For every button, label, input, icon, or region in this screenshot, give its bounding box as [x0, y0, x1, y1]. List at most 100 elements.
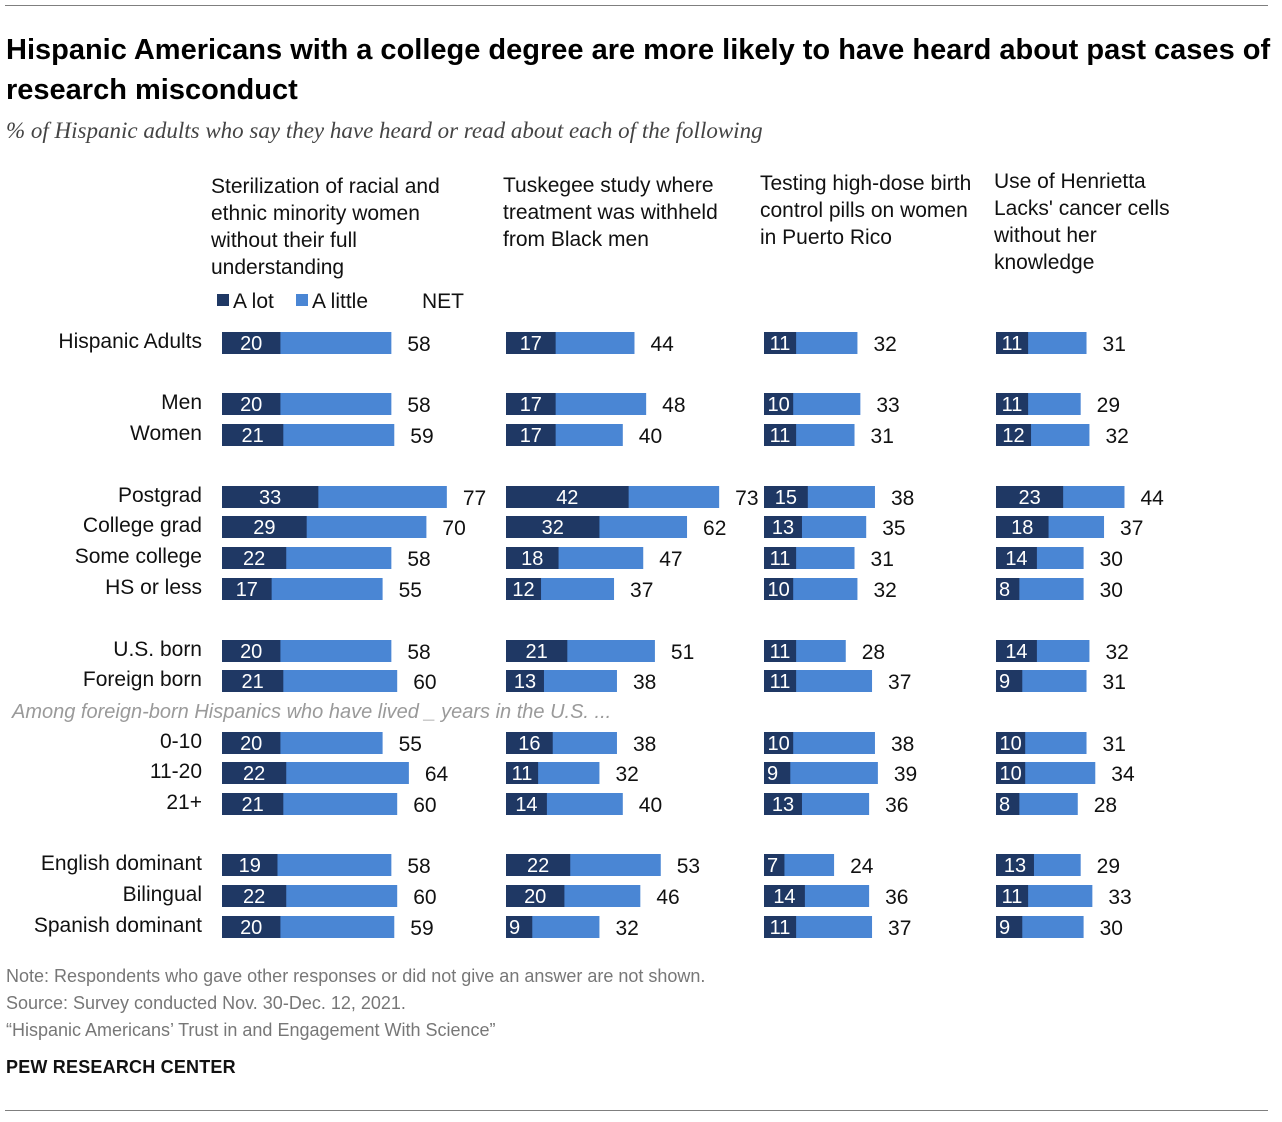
label-net: 44	[650, 333, 674, 356]
panel-2: 11 32 10 33 11 31 15 38 13 35 11 31 10 32 11 28 11 37 10 38…	[764, 332, 917, 940]
chart-subtitle: % of Hispanic adults who say they have h…	[6, 118, 763, 143]
subgroup-note: Among foreign-born Hispanics who have li…	[12, 701, 612, 723]
label-net: 60	[413, 671, 436, 694]
label-a-lot: 9	[509, 917, 520, 939]
bar-a-lot	[222, 732, 281, 754]
label-net: 48	[662, 394, 685, 417]
label-a-lot: 11	[770, 548, 791, 570]
label-a-lot: 11	[770, 917, 791, 939]
label-a-lot: 23	[1018, 487, 1040, 509]
label-a-lot: 21	[526, 641, 548, 663]
label-net: 64	[425, 763, 449, 786]
bar-a-lot	[764, 547, 797, 569]
label-a-lot: 11	[1002, 394, 1023, 416]
label-a-lot: 9	[999, 917, 1010, 939]
bar-a-lot	[764, 732, 794, 754]
label-a-lot: 22	[243, 763, 265, 785]
legend-swatch-a-little	[296, 294, 308, 307]
label-net: 44	[1140, 487, 1164, 510]
bar-a-lot	[764, 670, 797, 692]
bar-a-lot	[764, 393, 794, 415]
bar-a-lot	[764, 332, 797, 354]
bar-a-lot	[222, 393, 281, 415]
label-a-lot: 13	[1004, 855, 1026, 877]
label-net: 58	[407, 548, 430, 571]
bar-a-lot	[996, 393, 1029, 415]
bar-a-lot	[222, 762, 287, 784]
label-net: 40	[639, 425, 662, 448]
label-net: 36	[885, 886, 908, 909]
label-net: 37	[1120, 517, 1143, 540]
row-label: U.S. born	[113, 638, 202, 661]
label-a-lot: 22	[527, 855, 549, 877]
label-net: 31	[1103, 733, 1126, 756]
panel-0: 20 58 20 58 21 59 33 77 29 70 22 58 17 55 20 58 21 60 20 55…	[222, 332, 486, 940]
label-net: 58	[407, 855, 430, 878]
bar-a-lot	[506, 547, 559, 569]
label-a-lot: 22	[243, 886, 265, 908]
label-a-lot: 14	[1005, 641, 1027, 663]
label-net: 77	[463, 487, 486, 510]
label-a-lot: 11	[770, 671, 791, 693]
label-net: 62	[703, 517, 726, 540]
bar-a-lot	[996, 916, 1023, 938]
label-net: 37	[888, 917, 911, 940]
row-label: English dominant	[40, 852, 202, 875]
label-net: 47	[659, 548, 682, 571]
label-a-lot: 33	[259, 487, 281, 509]
source-note: Source: Survey conducted Nov. 30-Dec. 12…	[6, 993, 406, 1013]
label-net: 31	[1103, 671, 1126, 694]
bar-a-lot	[506, 578, 542, 600]
label-net: 60	[413, 886, 436, 909]
bar-a-lot	[222, 332, 281, 354]
bar-a-lot	[506, 516, 600, 538]
panel-title-puerto-rico: Testing high-dose birth control pills on…	[760, 172, 972, 249]
label-a-lot: 22	[243, 548, 265, 570]
label-net: 31	[871, 425, 894, 448]
bar-a-lot	[506, 393, 556, 415]
label-net: 31	[1103, 333, 1126, 356]
bar-a-lot	[222, 885, 287, 907]
label-net: 59	[410, 425, 433, 448]
label-a-lot: 14	[773, 886, 795, 908]
label-a-lot: 10	[767, 733, 789, 755]
bar-a-lot	[764, 424, 797, 446]
legend-a-lot: A lot	[217, 290, 274, 314]
legend-label-a-little: A little	[312, 290, 369, 313]
chart-title: Hispanic Americans with a college degree…	[6, 34, 1271, 106]
row-label: Women	[130, 422, 202, 445]
label-a-lot: 18	[1011, 517, 1033, 539]
row-label: 11-20	[149, 760, 202, 783]
bar-a-lot	[506, 732, 553, 754]
label-net: 29	[1097, 855, 1120, 878]
label-a-lot: 14	[1005, 548, 1027, 570]
bottom-rule	[5, 1110, 1268, 1111]
label-a-lot: 8	[999, 579, 1010, 601]
row-label: Bilingual	[122, 883, 202, 906]
row-label: Foreign born	[82, 668, 202, 691]
bar-a-lot	[506, 793, 547, 815]
label-net: 33	[876, 394, 899, 417]
bar-a-lot	[996, 854, 1034, 876]
label-a-lot: 29	[253, 517, 275, 539]
bar-a-lot	[996, 793, 1020, 815]
bar-a-lot	[222, 640, 281, 662]
label-a-lot: 11	[770, 641, 791, 663]
label-a-lot: 21	[242, 671, 264, 693]
panel-title-tuskegee: Tuskegee study where treatment was withh…	[503, 174, 718, 251]
bar-a-lot	[764, 916, 797, 938]
bar-a-lot	[996, 516, 1049, 538]
bar-a-lot	[506, 640, 568, 662]
bar-a-lot	[222, 486, 319, 508]
label-net: 58	[407, 394, 430, 417]
label-a-lot: 11	[512, 763, 533, 785]
label-a-lot: 15	[775, 487, 797, 509]
label-net: 28	[1094, 794, 1117, 817]
label-a-lot: 11	[1002, 886, 1023, 908]
bar-a-lot	[506, 762, 539, 784]
bar-a-lot	[506, 486, 629, 508]
label-net: 51	[671, 641, 694, 664]
label-net: 34	[1111, 763, 1135, 786]
bar-a-lot	[996, 424, 1032, 446]
